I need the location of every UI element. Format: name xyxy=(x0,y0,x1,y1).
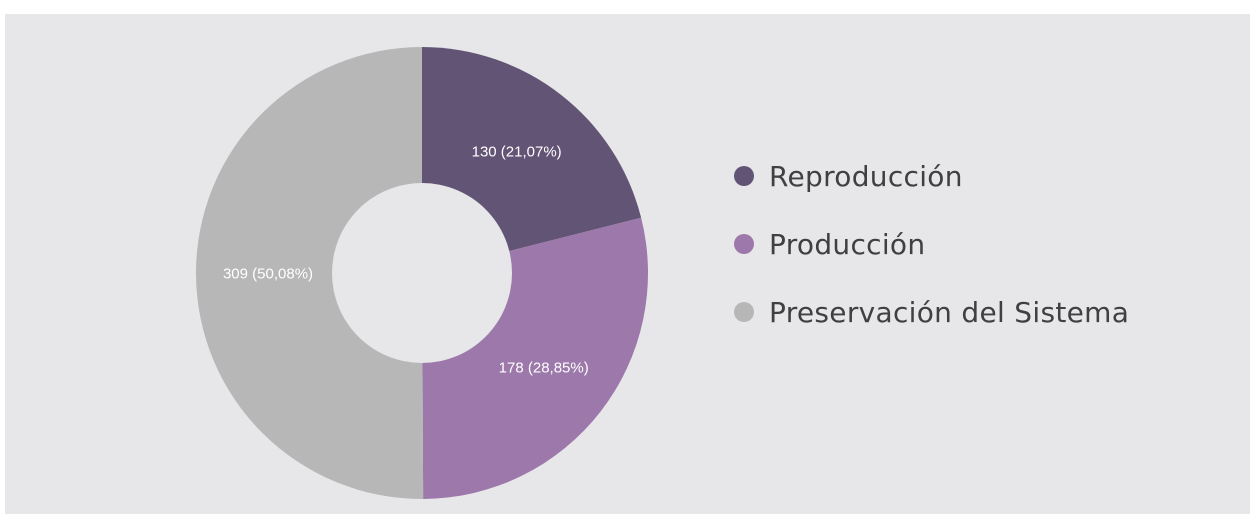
slice-label-produccion: 178 (28,85%) xyxy=(499,359,589,376)
legend-swatch-icon xyxy=(734,302,754,322)
slice-label-preservacion: 309 (50,08%) xyxy=(223,265,313,282)
legend-label: Reproducción xyxy=(769,159,963,193)
legend-item-produccion[interactable]: Producción xyxy=(734,226,1129,262)
legend-label: Producción xyxy=(769,227,926,261)
legend-swatch-icon xyxy=(734,234,754,254)
legend: Reproducción Producción Preservación del… xyxy=(734,158,1129,362)
slices-group xyxy=(195,46,648,500)
donut-hole xyxy=(332,183,512,363)
legend-swatch-icon xyxy=(734,166,754,186)
slice-preservacion[interactable] xyxy=(195,46,424,500)
legend-item-reproduccion[interactable]: Reproducción xyxy=(734,158,1129,194)
legend-label: Preservación del Sistema xyxy=(769,295,1130,329)
legend-item-preservacion[interactable]: Preservación del Sistema xyxy=(734,294,1129,330)
slice-labels-group: 130 (21,07%) 178 (28,85%) 309 (50,08%) xyxy=(223,144,589,377)
slice-label-reproduccion: 130 (21,07%) xyxy=(472,144,562,161)
